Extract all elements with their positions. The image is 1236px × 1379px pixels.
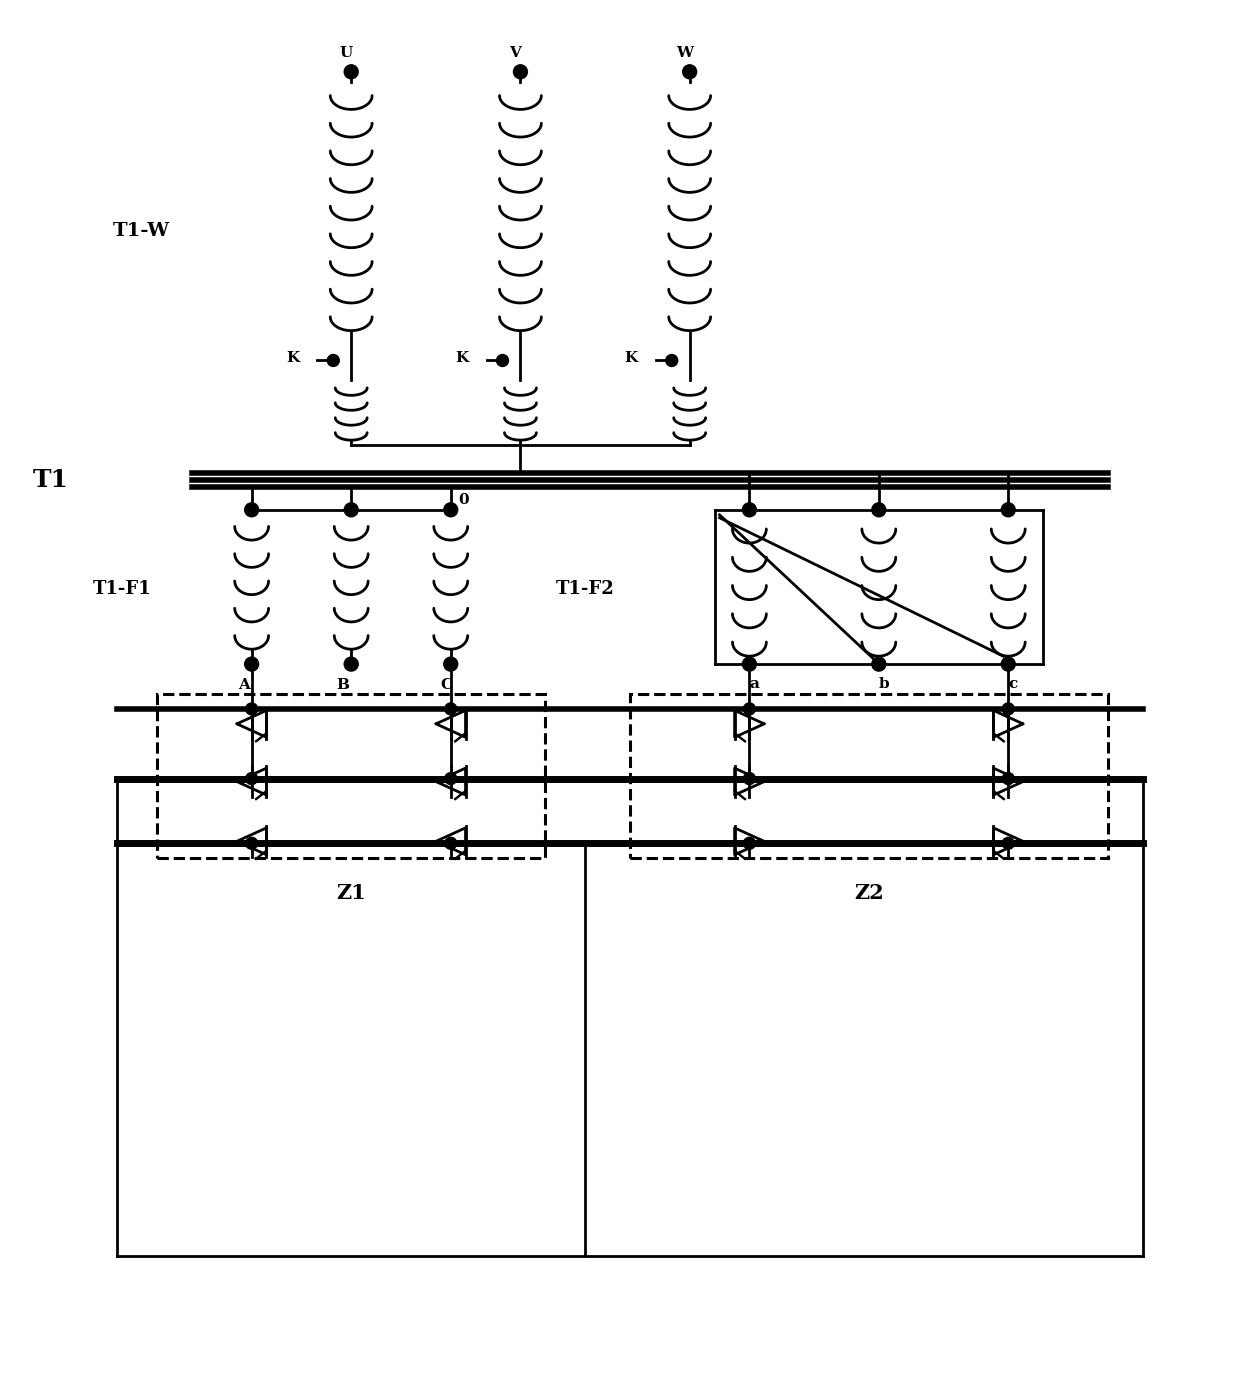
Circle shape (513, 65, 528, 79)
Text: c: c (1009, 677, 1017, 691)
Text: Z2: Z2 (854, 883, 884, 903)
Circle shape (246, 837, 257, 849)
Text: K: K (624, 352, 638, 365)
Text: W: W (676, 46, 693, 59)
Circle shape (246, 703, 257, 714)
Text: T1-W: T1-W (112, 222, 169, 240)
Bar (630, 694, 1107, 858)
Circle shape (743, 837, 755, 849)
Text: U: U (340, 46, 352, 59)
Text: b: b (879, 677, 889, 691)
Text: T1: T1 (32, 467, 68, 492)
Text: K: K (455, 352, 468, 365)
Circle shape (245, 503, 258, 517)
Text: B: B (336, 678, 350, 692)
Circle shape (1002, 772, 1015, 785)
Circle shape (1002, 837, 1015, 849)
Circle shape (345, 658, 358, 672)
Circle shape (444, 503, 457, 517)
Text: T1-F2: T1-F2 (555, 581, 614, 598)
Circle shape (345, 65, 358, 79)
Circle shape (682, 65, 697, 79)
Circle shape (444, 658, 457, 672)
Bar (157, 694, 545, 858)
Circle shape (445, 772, 457, 785)
Circle shape (871, 658, 886, 672)
Text: V: V (509, 46, 522, 59)
Circle shape (345, 503, 358, 517)
Circle shape (1001, 503, 1015, 517)
Text: K: K (287, 352, 299, 365)
Circle shape (245, 658, 258, 672)
Circle shape (871, 503, 886, 517)
Text: A: A (237, 678, 250, 692)
Circle shape (497, 354, 508, 367)
Circle shape (445, 703, 457, 714)
Circle shape (743, 503, 756, 517)
Circle shape (445, 837, 457, 849)
Circle shape (246, 772, 257, 785)
Text: Z1: Z1 (336, 883, 366, 903)
Circle shape (1001, 658, 1015, 672)
Circle shape (666, 354, 677, 367)
Text: C: C (441, 678, 452, 692)
Circle shape (743, 772, 755, 785)
Circle shape (743, 658, 756, 672)
Circle shape (743, 703, 755, 714)
Circle shape (1002, 703, 1015, 714)
Circle shape (328, 354, 339, 367)
Text: T1-F1: T1-F1 (93, 581, 151, 598)
Text: 0: 0 (459, 492, 470, 507)
Text: a: a (749, 677, 759, 691)
